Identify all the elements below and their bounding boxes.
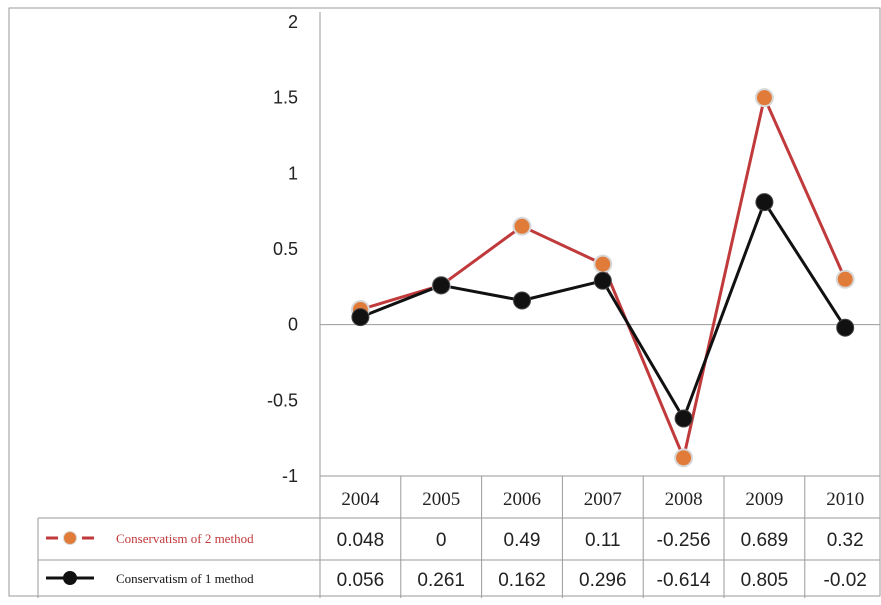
legend-marker bbox=[63, 571, 77, 585]
data-point bbox=[593, 271, 612, 290]
axes-layer: 2 1.5 1 0.5 0 -0.5 -1 bbox=[267, 12, 880, 486]
table-cell-value: 0.32 bbox=[827, 530, 864, 551]
table-cell-value: 0 bbox=[436, 530, 447, 551]
table-cell-value: -0.614 bbox=[657, 570, 711, 591]
table-cell-value: 0.805 bbox=[741, 570, 789, 591]
table-cell-value: 0.296 bbox=[579, 570, 627, 591]
y-tick-label: -1 bbox=[282, 466, 298, 486]
table-cell-value: 0.11 bbox=[585, 530, 621, 551]
data-table: 2004 2005 2006 2007 2008 2009 2010 Conservatism… bbox=[37, 475, 880, 598]
data-point bbox=[755, 193, 774, 212]
series-layer bbox=[350, 88, 855, 468]
legend-label: Conservatism of 1 method bbox=[116, 571, 254, 586]
data-point bbox=[351, 308, 370, 327]
x-tick-label: 2009 bbox=[745, 489, 783, 510]
table-cell-value: 0.048 bbox=[337, 530, 385, 551]
y-tick-label: 1 bbox=[288, 163, 298, 183]
x-tick-label: 2008 bbox=[665, 489, 703, 510]
data-point bbox=[432, 276, 451, 295]
x-tick-label: 2007 bbox=[584, 489, 622, 510]
table-cell-value: 0.056 bbox=[337, 570, 385, 591]
table-cell-value: -0.02 bbox=[824, 570, 867, 591]
x-tick-label: 2006 bbox=[503, 489, 541, 510]
y-tick-label: 1.5 bbox=[273, 88, 298, 108]
table-cell-value: 0.689 bbox=[741, 530, 789, 551]
data-point bbox=[835, 269, 855, 289]
x-tick-label: 2004 bbox=[341, 489, 380, 510]
table-cell-value: 0.49 bbox=[504, 530, 541, 551]
series-line bbox=[359, 200, 847, 420]
data-point bbox=[593, 254, 613, 274]
data-point bbox=[836, 318, 855, 337]
y-tick-label: 0 bbox=[288, 315, 298, 335]
table-cell-value: 0.261 bbox=[417, 570, 465, 591]
data-point bbox=[513, 291, 531, 310]
data-point bbox=[754, 88, 774, 108]
y-tick-label: -0.5 bbox=[267, 390, 298, 410]
outer-border bbox=[8, 7, 881, 597]
data-point bbox=[512, 216, 532, 236]
legend-label: Conservatism of 2 method bbox=[116, 531, 254, 546]
data-point bbox=[674, 448, 694, 468]
table-cell-value: 0.162 bbox=[498, 570, 546, 591]
data-point bbox=[674, 409, 693, 428]
y-tick-label: 0.5 bbox=[273, 239, 298, 259]
x-tick-label: 2005 bbox=[422, 489, 460, 510]
x-tick-label: 2010 bbox=[826, 489, 864, 510]
table-cell-value: -0.256 bbox=[657, 530, 711, 551]
legend-marker bbox=[63, 531, 77, 545]
y-tick-label: 2 bbox=[288, 12, 298, 32]
